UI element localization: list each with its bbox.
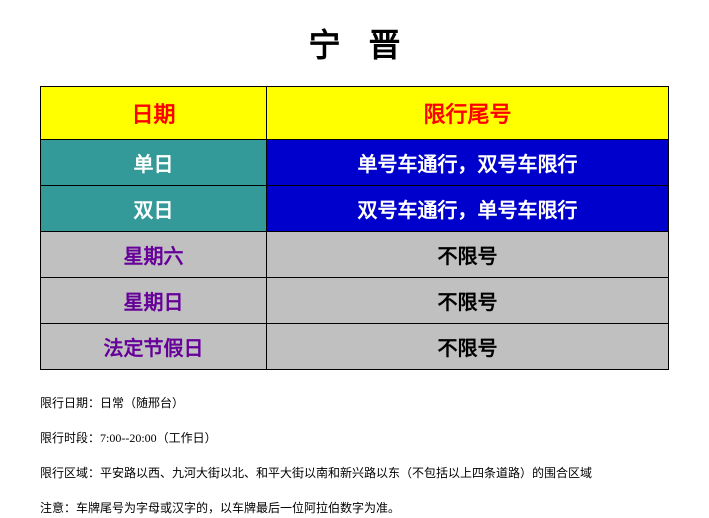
note-line: 限行区域：平安路以西、九河大街以北、和平大街以南和新兴路以东（不包括以上四条道路… bbox=[40, 464, 669, 481]
cell-date: 星期六 bbox=[41, 232, 267, 278]
table-header-row: 日期 限行尾号 bbox=[41, 87, 669, 140]
table-row: 法定节假日 不限号 bbox=[41, 324, 669, 370]
cell-restriction: 不限号 bbox=[267, 278, 669, 324]
table-row: 单日 单号车通行，双号车限行 bbox=[41, 140, 669, 186]
note-line: 注意：车牌尾号为字母或汉字的，以车牌最后一位阿拉伯数字为准。 bbox=[40, 499, 669, 516]
table-row: 双日 双号车通行，单号车限行 bbox=[41, 186, 669, 232]
note-line: 限行日期：日常（随邢台） bbox=[40, 394, 669, 411]
header-restriction: 限行尾号 bbox=[267, 87, 669, 140]
header-date: 日期 bbox=[41, 87, 267, 140]
restriction-table: 日期 限行尾号 单日 单号车通行，双号车限行 双日 双号车通行，单号车限行 星期… bbox=[40, 86, 669, 370]
cell-restriction: 不限号 bbox=[267, 232, 669, 278]
notes-section: 限行日期：日常（随邢台） 限行时段：7:00--20:00（工作日） 限行区域：… bbox=[40, 394, 669, 516]
cell-restriction: 不限号 bbox=[267, 324, 669, 370]
cell-restriction: 单号车通行，双号车限行 bbox=[267, 140, 669, 186]
cell-date: 法定节假日 bbox=[41, 324, 267, 370]
page-title: 宁晋 bbox=[40, 20, 669, 66]
table-row: 星期六 不限号 bbox=[41, 232, 669, 278]
table-body: 单日 单号车通行，双号车限行 双日 双号车通行，单号车限行 星期六 不限号 星期… bbox=[41, 140, 669, 370]
note-line: 限行时段：7:00--20:00（工作日） bbox=[40, 429, 669, 446]
cell-date: 单日 bbox=[41, 140, 267, 186]
cell-date: 双日 bbox=[41, 186, 267, 232]
cell-restriction: 双号车通行，单号车限行 bbox=[267, 186, 669, 232]
cell-date: 星期日 bbox=[41, 278, 267, 324]
table-row: 星期日 不限号 bbox=[41, 278, 669, 324]
